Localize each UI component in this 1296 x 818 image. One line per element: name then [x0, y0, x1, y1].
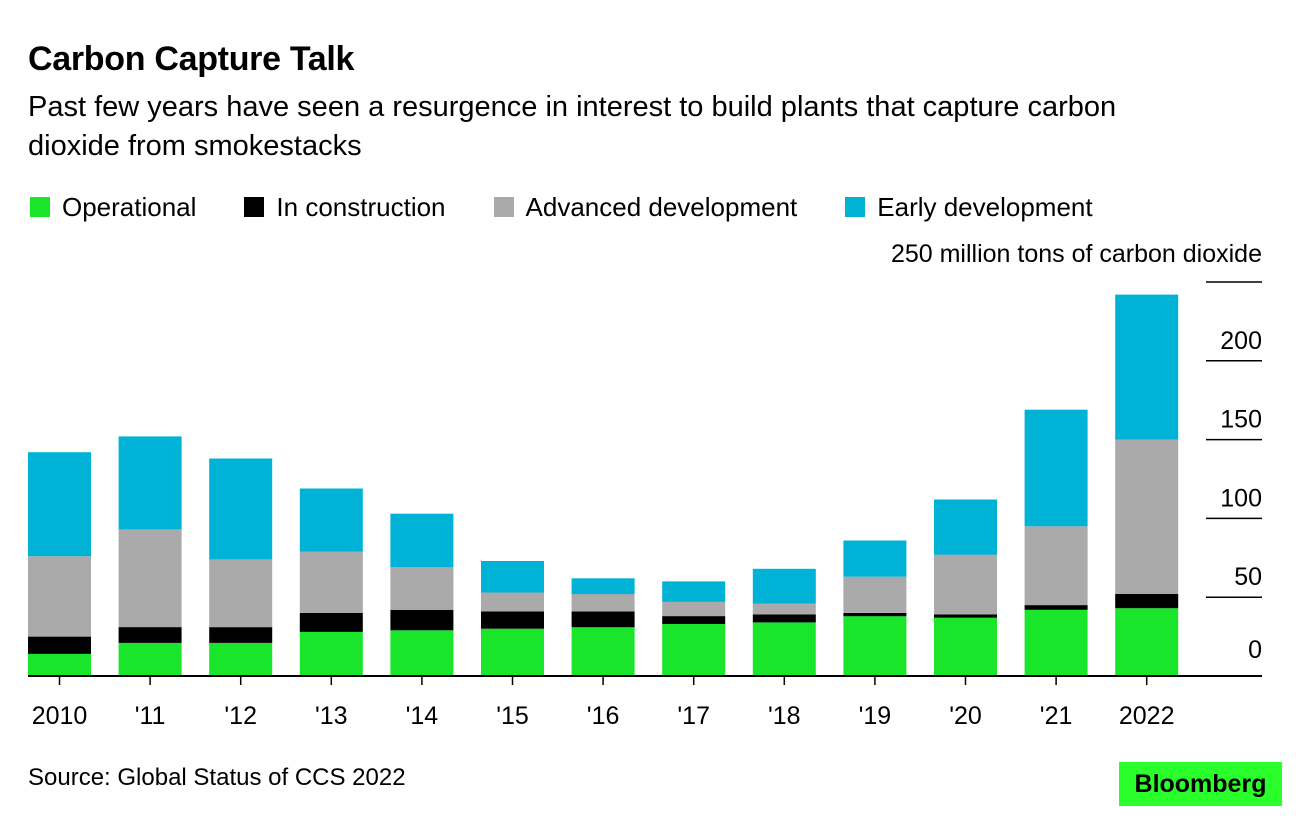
bar-advanced-9 [843, 576, 907, 613]
bar-early-4 [390, 513, 454, 568]
bar-advanced-10 [934, 554, 997, 615]
chart-subtitle: Past few years have seen a resurgence in… [28, 91, 1117, 162]
bar-construction-7 [662, 616, 726, 624]
bar-early-0 [28, 452, 91, 557]
bar-operational-11 [1024, 609, 1088, 676]
bar-operational-12 [1115, 608, 1179, 676]
bar-early-6 [571, 578, 635, 595]
bar-advanced-2 [209, 559, 273, 628]
legend-label-early: Early development [877, 191, 1093, 222]
bar-advanced-3 [299, 551, 363, 613]
y-tick-label-100: 100 [1220, 484, 1262, 512]
bar-advanced-1 [118, 529, 182, 628]
legend-label-construction: In construction [276, 191, 446, 222]
x-tick-label-9: '19 [859, 702, 892, 730]
bar-operational-4 [390, 630, 454, 676]
bar-operational-2 [209, 642, 273, 676]
bar-construction-2 [209, 627, 273, 643]
x-tick-label-7: '17 [677, 702, 710, 730]
bar-early-3 [299, 488, 363, 552]
x-tick-label-10: '20 [949, 702, 982, 730]
bar-advanced-4 [390, 567, 454, 610]
x-tick-label-8: '18 [768, 702, 801, 730]
legend: Operational In construction Advanced dev… [30, 190, 1141, 224]
y-tick-label-150: 150 [1220, 406, 1262, 434]
bar-construction-4 [390, 609, 454, 631]
legend-label-operational: Operational [62, 191, 197, 222]
bar-early-5 [481, 561, 544, 593]
bar-advanced-5 [481, 592, 544, 612]
source-note: Source: Global Status of CCS 2022 [28, 764, 406, 791]
x-tick-label-4: '14 [406, 702, 439, 730]
bar-early-7 [662, 581, 726, 602]
bar-early-11 [1024, 409, 1088, 527]
x-tick-label-11: '21 [1040, 702, 1073, 730]
bar-advanced-8 [752, 603, 816, 615]
bar-early-2 [209, 458, 273, 560]
bar-operational-10 [934, 617, 997, 676]
bar-advanced-11 [1024, 526, 1088, 606]
bar-operational-8 [752, 622, 816, 676]
bar-operational-1 [118, 642, 182, 676]
bar-advanced-12 [1115, 439, 1179, 594]
x-tick-label-2: '12 [224, 702, 257, 730]
bar-construction-11 [1024, 605, 1088, 610]
legend-swatch-operational [30, 197, 50, 217]
legend-item-operational: Operational [30, 192, 196, 223]
legend-item-advanced: Advanced development [493, 191, 798, 223]
bloomberg-logo: Bloomberg [1119, 762, 1282, 806]
bar-construction-0 [28, 636, 91, 654]
bar-advanced-6 [571, 594, 635, 612]
x-tick-label-3: '13 [315, 702, 348, 730]
x-tick-label-6: '16 [587, 702, 620, 730]
bar-construction-8 [752, 614, 816, 623]
bar-advanced-0 [28, 556, 91, 637]
bar-early-9 [843, 540, 907, 577]
chart-title: Carbon Capture Talk [28, 40, 355, 78]
x-tick-label-0: 2010 [32, 702, 88, 730]
bar-construction-6 [571, 611, 635, 628]
x-tick-label-12: 2022 [1119, 702, 1175, 730]
bar-early-8 [752, 568, 816, 604]
bar-construction-1 [118, 627, 182, 643]
legend-swatch-construction [244, 197, 265, 217]
bar-early-10 [934, 499, 997, 555]
legend-item-construction: In construction [244, 191, 446, 223]
bar-operational-7 [662, 624, 726, 676]
y-tick-label-200: 200 [1220, 327, 1262, 355]
bar-construction-5 [481, 611, 544, 629]
legend-label-advanced: Advanced development [525, 191, 798, 222]
y-axis-unit-label: 250 million tons of carbon dioxide [890, 240, 1262, 268]
bar-construction-10 [934, 614, 997, 618]
y-tick-label-50: 50 [1234, 563, 1262, 591]
bar-operational-9 [843, 616, 907, 676]
y-axis: 50 100 150 200 0 [1206, 281, 1262, 664]
y-tick-label-0: 0 [1248, 636, 1262, 664]
x-tick-label-1: '11 [135, 702, 166, 730]
bar-construction-9 [843, 613, 907, 617]
x-tick-label-5: '15 [496, 702, 529, 730]
bar-advanced-7 [662, 601, 726, 617]
bar-operational-0 [28, 653, 91, 676]
bar-operational-6 [571, 627, 635, 676]
bar-operational-5 [481, 628, 544, 676]
bar-operational-3 [299, 631, 363, 676]
bar-early-12 [1115, 294, 1179, 440]
bar-construction-12 [1115, 594, 1179, 609]
bar-construction-3 [299, 613, 363, 632]
bar-early-1 [118, 436, 182, 530]
legend-swatch-early [845, 197, 866, 217]
legend-swatch-advanced [493, 197, 514, 217]
legend-item-early: Early development [845, 191, 1093, 223]
bars-group [28, 294, 1179, 676]
x-axis: 2010 '11 '12 '13 '14 '15 '16 '17 '18 '19 '20 '21 202… [28, 675, 1262, 730]
